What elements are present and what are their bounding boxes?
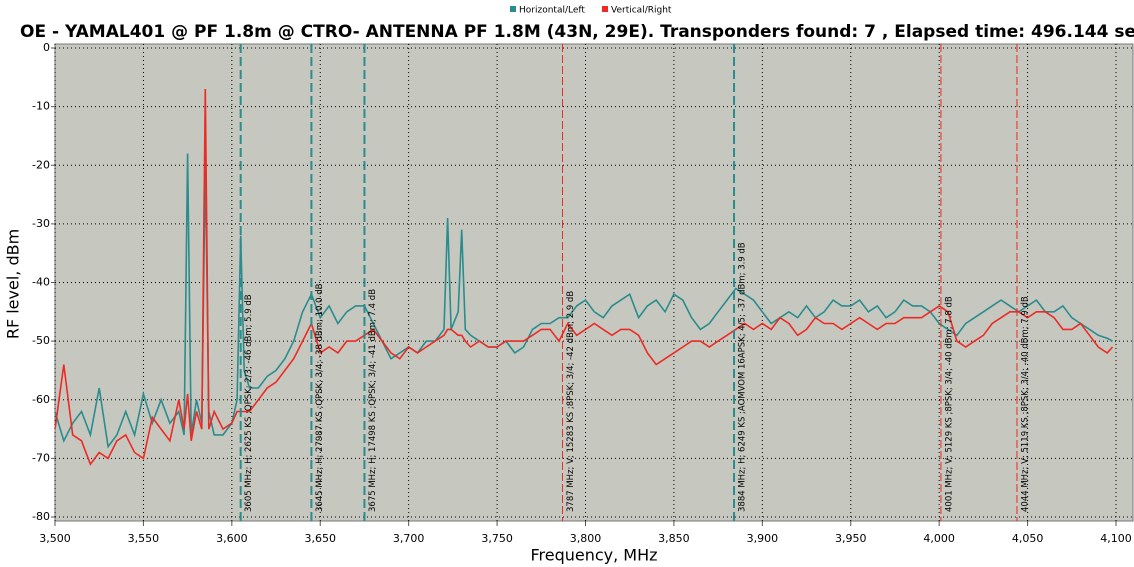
y-tick-label: -80 xyxy=(32,510,50,523)
transponder-label: 3645 MHz; H; 27987 KS ;QPSK; 3/4; -38 dB… xyxy=(315,283,325,512)
legend: Horizontal/Left Vertical/Right xyxy=(510,6,672,16)
transponder-label: 4001 MHz; V; 5129 KS ;8PSK; 3/4; -40 dBm… xyxy=(944,296,954,512)
y-tick-label: -30 xyxy=(32,217,50,230)
x-tick-label: 3,700 xyxy=(393,532,425,545)
transponder-label: 4044 MHz; V; 5119 KS ;8PSK; 3/4; -40 dBm… xyxy=(1020,296,1030,512)
y-tick-label: -20 xyxy=(32,158,50,171)
series-line xyxy=(55,88,1114,466)
x-axis-title: Frequency, MHz xyxy=(530,546,657,565)
y-tick-label: -40 xyxy=(32,276,50,289)
transponder-label: 3884 MHz; H; 6249 KS ;AOMVOM 16APSK; 4/5… xyxy=(738,242,748,512)
legend-label: Vertical/Right xyxy=(611,6,672,16)
legend-swatch xyxy=(602,6,608,12)
series-line xyxy=(55,153,1113,449)
x-tick-label: 3,750 xyxy=(481,532,513,545)
x-tick-label: 3,650 xyxy=(305,532,337,545)
transponder-label: 3675 MHz; H; 17498 KS ;QPSK; 3/4; -41 dB… xyxy=(368,289,378,512)
x-tick-label: 4,050 xyxy=(1012,532,1044,545)
x-tick-label: 3,550 xyxy=(128,532,160,545)
plot-area xyxy=(54,43,1134,522)
x-tick-label: 4,100 xyxy=(1100,532,1132,545)
transponder-label: 3605 MHz; H; 2625 KS ;QPSK; 2/3; -46 dBm… xyxy=(244,294,254,512)
y-tick-label: 0 xyxy=(43,41,50,54)
x-tick-label: 3,900 xyxy=(747,532,779,545)
chart-title: OE - YAMAL401 @ PF 1.8m @ CTRO- ANTENNA … xyxy=(20,22,1134,42)
legend-swatch xyxy=(510,6,516,12)
x-tick-label: 3,850 xyxy=(658,532,690,545)
y-tick-label: -70 xyxy=(32,451,50,464)
y-tick-label: -50 xyxy=(32,334,50,347)
legend-label: Horizontal/Left xyxy=(519,6,585,16)
x-tick-label: 3,500 xyxy=(39,532,71,545)
y-axis-title: RF level, dBm xyxy=(4,229,23,339)
y-tick-label: -60 xyxy=(32,393,50,406)
x-tick-label: 3,800 xyxy=(570,532,602,545)
plot-lines xyxy=(55,88,1114,466)
y-tick-label: -10 xyxy=(32,100,50,113)
transponder-label: 3787 MHz; V; 15283 KS ;8PSK; 3/4; -42 dB… xyxy=(566,291,576,512)
x-tick-label: 4,000 xyxy=(923,532,955,545)
x-tick-label: 3,950 xyxy=(835,532,867,545)
x-tick-label: 3,600 xyxy=(216,532,248,545)
